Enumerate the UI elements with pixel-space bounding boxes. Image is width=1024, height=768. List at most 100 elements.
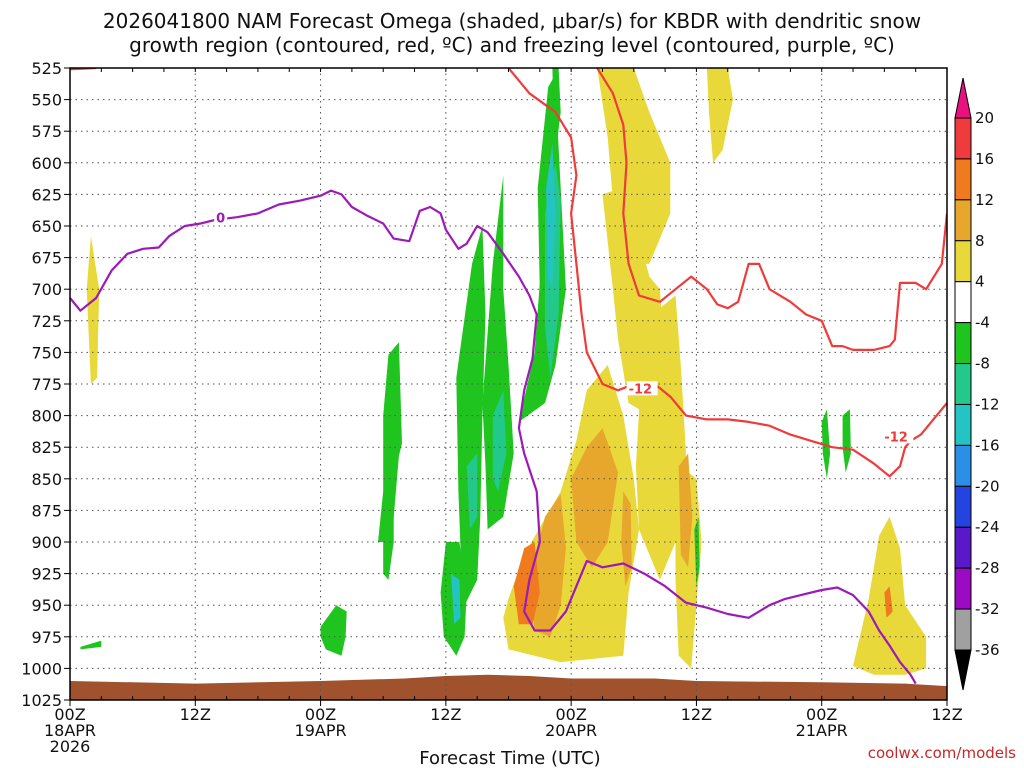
y-tick-label-725: 725	[31, 312, 62, 331]
omega-region-m4tom8-21	[552, 68, 561, 138]
colorbar-label-5: -4	[975, 314, 990, 332]
y-tick-label-575: 575	[31, 122, 62, 141]
omega-region-m4tom8-17	[482, 175, 514, 530]
y-tick-label-925: 925	[31, 565, 62, 584]
y-tick-label-800: 800	[31, 407, 62, 426]
freezing-level-0C-label: 0	[216, 212, 225, 227]
y-tick-label-900: 900	[31, 533, 62, 552]
colorbar-label-9: -20	[975, 477, 1000, 495]
omega-region-m12tom16-31	[451, 573, 461, 625]
y-tick-label-600: 600	[31, 154, 62, 173]
y-tick-label-525: 525	[31, 59, 62, 78]
y-tick-label-550: 550	[31, 91, 62, 110]
colorbar-label-4: 4	[975, 273, 985, 291]
omega-region-8to12-11	[678, 453, 693, 568]
omega-region-8to12-8	[529, 494, 566, 637]
freezing-level-0C-line	[70, 189, 917, 685]
colorbar-box-2	[954, 199, 972, 242]
contour-layer: 0 -12 -12	[70, 68, 947, 685]
omega-region-terrain-32	[70, 674, 947, 700]
x-tick-label-6-0: 00Z	[806, 705, 837, 724]
colorbar-box-8	[954, 444, 972, 487]
colorbar-box-9	[954, 485, 972, 528]
y-tick-label-675: 675	[31, 249, 62, 268]
chart-title-line1: 2026041800 NAM Forecast Omega (shaded, μ…	[103, 9, 921, 33]
x-tick-label-6-1: 21APR	[796, 721, 848, 740]
x-tick-label-4-0: 00Z	[555, 705, 586, 724]
colorbar-box-7	[954, 403, 972, 446]
omega-region-m12tom16-30	[546, 143, 556, 290]
colorbar-box-1	[954, 158, 972, 201]
chart-title-line2: growth region (contoured, red, ºC) and f…	[129, 33, 895, 57]
x-tick-label-0-1: 18APR	[44, 721, 96, 740]
omega-region-4to8-0	[86, 236, 100, 384]
colorbar-label-3: 8	[975, 232, 985, 250]
y-axis-pressure: 525 550 575 600 625 650 675 700 725 750 775 800 825 8…	[21, 59, 70, 710]
x-tick-label-0-0: 00Z	[54, 705, 85, 724]
colorbar-label-0: 20	[975, 109, 994, 127]
colorbar-label-7: -12	[975, 395, 1000, 413]
x-axis-label: Forecast Time (UTC)	[419, 748, 600, 768]
colorbar-label-12: -32	[975, 600, 1000, 618]
omega-region-4to8-4	[597, 68, 671, 264]
dgz-upper-m12-line	[507, 68, 947, 478]
colorbar-label-8: -16	[975, 436, 1000, 454]
omega-region-8to12-9	[571, 428, 619, 568]
y-tick-label-1000: 1000	[21, 659, 62, 678]
omega-region-m8tom12-29	[466, 453, 478, 530]
colorbar-label-10: -24	[975, 518, 1000, 536]
y-tick-label-650: 650	[31, 217, 62, 236]
omega-region-m4tom8-23	[80, 640, 102, 650]
x-tick-label-7-0: 12Z	[931, 705, 962, 724]
colorbar-box-3	[954, 240, 972, 283]
y-tick-label-700: 700	[31, 280, 62, 299]
y-tick-label-750: 750	[31, 343, 62, 362]
colorbar-box-0	[954, 117, 972, 160]
omega-region-m8tom12-28	[492, 390, 507, 492]
grid-lines	[70, 68, 947, 700]
y-tick-label-975: 975	[31, 628, 62, 647]
omega-region-m4tom8-14	[378, 342, 402, 542]
dgz-upper-m12-label: -12	[629, 382, 653, 397]
omega-region-4to8-3	[635, 295, 686, 580]
omega-region-m4tom8-22	[320, 605, 347, 656]
colorbar-label-11: -28	[975, 559, 1000, 577]
credit-text: coolwx.com/models	[868, 744, 1016, 762]
y-tick-label-850: 850	[31, 470, 62, 489]
dgz-right-m12-label: -12	[884, 430, 908, 445]
dgz-upper-m12-label-bg	[626, 381, 658, 396]
colorbar-box-6	[954, 363, 972, 405]
omega-region-12to16-13	[884, 586, 893, 618]
omega-region-m4tom8-26	[694, 516, 700, 587]
omega-region-m4tom8-15	[383, 494, 394, 580]
x-tick-label-5-0: 12Z	[681, 705, 712, 724]
colorbar-box-4	[954, 281, 972, 324]
x-tick-label-1-0: 12Z	[180, 705, 211, 724]
x-tick-label-2-0: 00Z	[305, 705, 336, 724]
colorbar-bottom-arrow	[954, 649, 972, 691]
y-tick-label-625: 625	[31, 185, 62, 204]
x-tick-label-0-2: 2026	[50, 737, 91, 756]
x-tick-label-3-0: 12Z	[430, 705, 461, 724]
y-tick-label-825: 825	[31, 438, 62, 457]
freezing-level-0C-label-bg	[214, 210, 228, 225]
colorbar-box-5	[954, 322, 972, 365]
colorbar-box-12	[954, 608, 972, 651]
colorbar: 20 16 12 8 4 -4 -8 -12 -16 -20 -24 -28 -32 -36	[954, 77, 1000, 691]
colorbar-box-11	[954, 567, 972, 610]
omega-region-4to8-6	[706, 68, 733, 163]
colorbar-label-13: -36	[975, 641, 1000, 659]
colorbar-label-2: 12	[975, 191, 994, 209]
colorbar-top-arrow	[954, 77, 972, 119]
colorbar-label-6: -8	[975, 355, 990, 373]
omega-shading-layer	[70, 68, 947, 700]
omega-region-m4tom8-24	[821, 409, 831, 479]
y-tick-label-1025: 1025	[21, 691, 62, 710]
colorbar-box-10	[954, 526, 972, 569]
omega-region-8to12-10	[621, 491, 632, 587]
omega-region-m4tom8-25	[842, 409, 851, 473]
colorbar-label-1: 16	[975, 150, 994, 168]
dgz-right-m12-line	[596, 68, 947, 351]
